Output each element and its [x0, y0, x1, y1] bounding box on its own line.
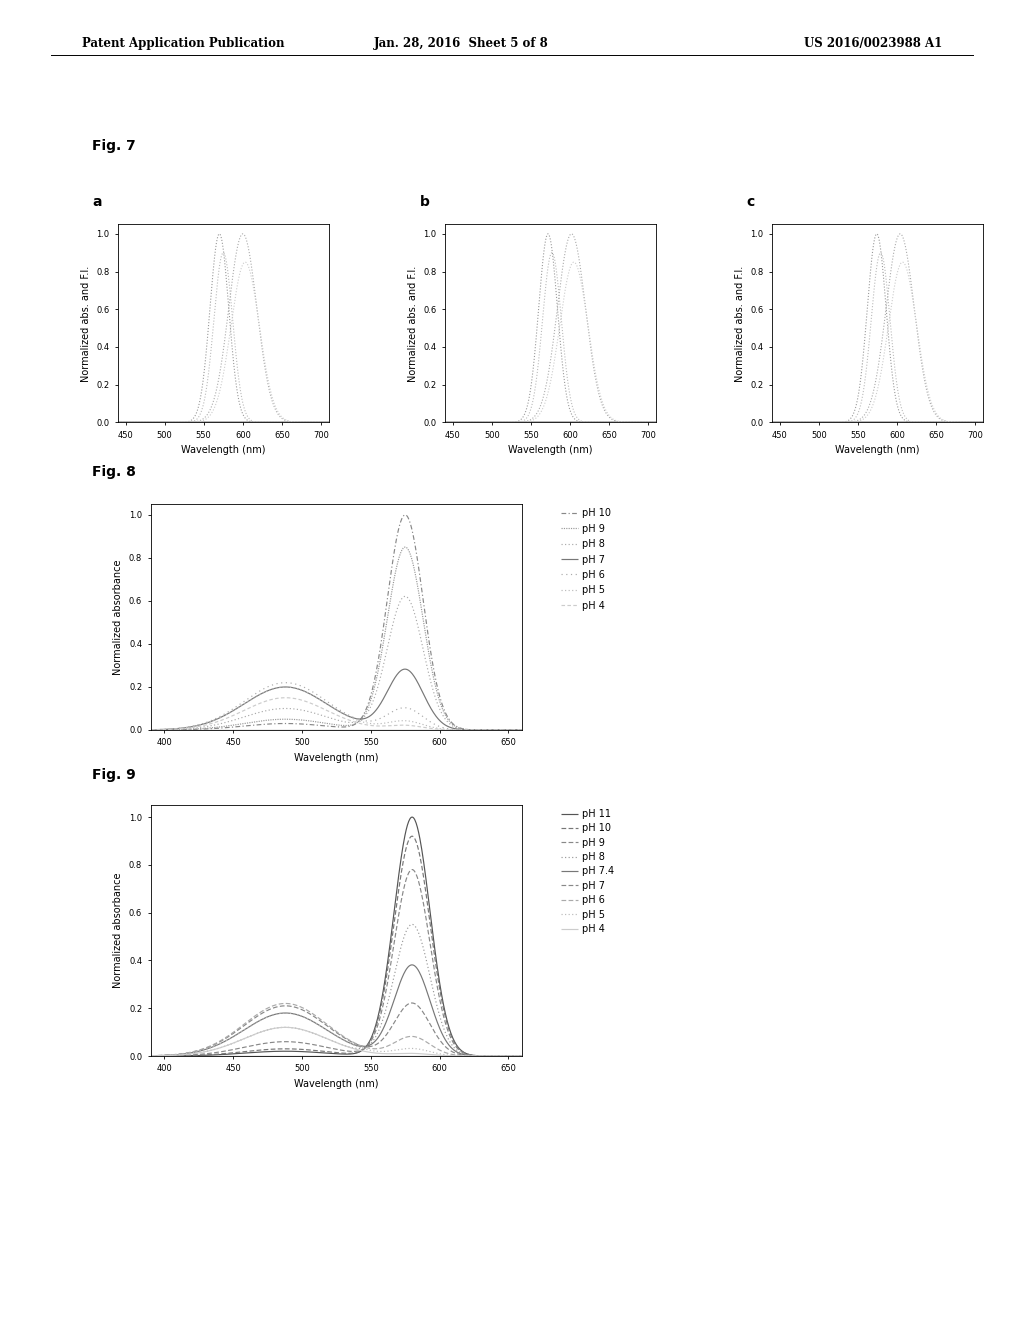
Text: Jan. 28, 2016  Sheet 5 of 8: Jan. 28, 2016 Sheet 5 of 8: [374, 37, 548, 50]
Y-axis label: Normalized absorbance: Normalized absorbance: [114, 873, 123, 989]
Text: Fig. 9: Fig. 9: [92, 768, 136, 783]
Text: US 2016/0023988 A1: US 2016/0023988 A1: [804, 37, 942, 50]
Text: Fig. 7: Fig. 7: [92, 139, 136, 153]
Text: a: a: [92, 194, 102, 209]
Text: b: b: [420, 194, 429, 209]
Text: Patent Application Publication: Patent Application Publication: [82, 37, 285, 50]
X-axis label: Wavelength (nm): Wavelength (nm): [836, 445, 920, 455]
X-axis label: Wavelength (nm): Wavelength (nm): [294, 752, 379, 763]
X-axis label: Wavelength (nm): Wavelength (nm): [294, 1078, 379, 1089]
X-axis label: Wavelength (nm): Wavelength (nm): [508, 445, 593, 455]
Y-axis label: Normalized absorbance: Normalized absorbance: [114, 560, 123, 675]
Text: Fig. 8: Fig. 8: [92, 465, 136, 479]
Y-axis label: Normalized abs. and F.I.: Normalized abs. and F.I.: [735, 265, 744, 381]
Legend: pH 11, pH 10, pH 9, pH 8, pH 7.4, pH 7, pH 6, pH 5, pH 4: pH 11, pH 10, pH 9, pH 8, pH 7.4, pH 7, …: [557, 805, 618, 937]
Legend: pH 10, pH 9, pH 8, pH 7, pH 6, pH 5, pH 4: pH 10, pH 9, pH 8, pH 7, pH 6, pH 5, pH …: [557, 504, 615, 614]
Y-axis label: Normalized abs. and F.I.: Normalized abs. and F.I.: [81, 265, 90, 381]
X-axis label: Wavelength (nm): Wavelength (nm): [181, 445, 265, 455]
Y-axis label: Normalized abs. and F.I.: Normalized abs. and F.I.: [408, 265, 418, 381]
Text: c: c: [746, 194, 755, 209]
